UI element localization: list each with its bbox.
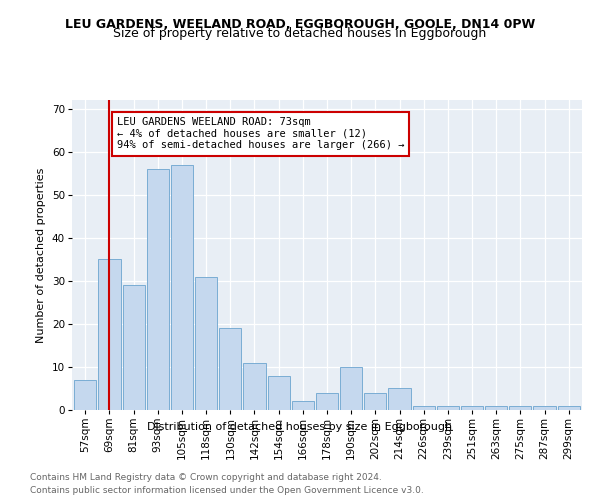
Bar — [533, 406, 556, 410]
Bar — [557, 406, 580, 410]
Bar — [509, 406, 532, 410]
Text: Contains HM Land Registry data © Crown copyright and database right 2024.: Contains HM Land Registry data © Crown c… — [30, 474, 382, 482]
Bar — [268, 376, 290, 410]
Text: LEU GARDENS WEELAND ROAD: 73sqm
← 4% of detached houses are smaller (12)
94% of : LEU GARDENS WEELAND ROAD: 73sqm ← 4% of … — [117, 117, 404, 150]
Y-axis label: Number of detached properties: Number of detached properties — [37, 168, 46, 342]
Bar — [364, 393, 386, 410]
Bar — [219, 328, 241, 410]
Bar — [437, 406, 459, 410]
Text: LEU GARDENS, WEELAND ROAD, EGGBOROUGH, GOOLE, DN14 0PW: LEU GARDENS, WEELAND ROAD, EGGBOROUGH, G… — [65, 18, 535, 30]
Bar — [146, 169, 169, 410]
Bar — [388, 388, 410, 410]
Bar — [244, 362, 266, 410]
Bar — [413, 406, 435, 410]
Bar — [74, 380, 97, 410]
Bar — [98, 260, 121, 410]
Bar — [340, 367, 362, 410]
Bar — [122, 285, 145, 410]
Text: Distribution of detached houses by size in Eggborough: Distribution of detached houses by size … — [148, 422, 452, 432]
Bar — [171, 164, 193, 410]
Bar — [195, 276, 217, 410]
Text: Contains public sector information licensed under the Open Government Licence v3: Contains public sector information licen… — [30, 486, 424, 495]
Bar — [461, 406, 483, 410]
Bar — [485, 406, 508, 410]
Bar — [292, 402, 314, 410]
Text: Size of property relative to detached houses in Eggborough: Size of property relative to detached ho… — [113, 28, 487, 40]
Bar — [316, 393, 338, 410]
